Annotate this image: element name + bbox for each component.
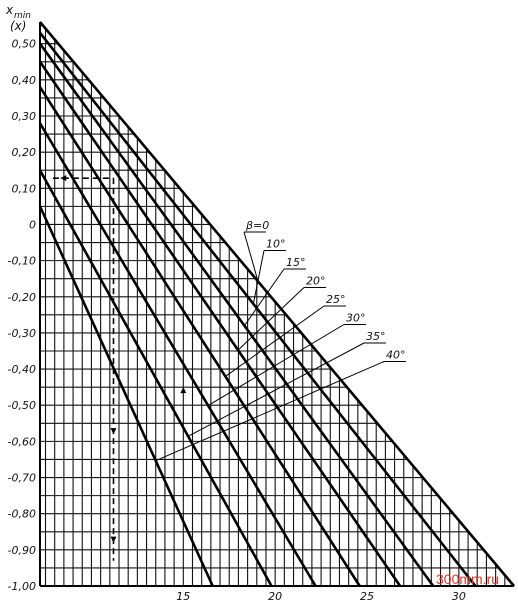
arrow-down-icon [110,536,117,543]
y-axis-title-unit: (x) [10,19,26,33]
y-tick-label: -0,90 [8,544,36,557]
labels: 0,50 0,40 0,30 0,20 0,10 0 -0,10 -0,20 -0,30 -0,4… [8,38,466,603]
y-tick-label: -0,10 [8,255,36,268]
series-label: 20° [306,275,326,288]
axes [39,22,514,587]
series-label-leader [187,342,365,437]
y-tick-label: -0,80 [8,508,36,521]
y-tick-label: 0 [29,218,36,231]
y-tick-label: -0,40 [8,363,36,376]
series-line [38,86,361,587]
y-tick-label: 0,10 [12,182,37,195]
series-label-leader [243,231,259,282]
series-line [38,32,477,587]
y-tick-label: 0,50 [12,38,37,51]
watermark: 300mm.ru [436,571,499,587]
x-tick-label: 25 [360,590,374,603]
x-tick-label: 15 [176,590,190,603]
y-tick-label: -0,30 [8,327,36,340]
series-label: 40° [386,349,406,362]
series-label: 30° [346,312,366,325]
series-line [38,205,214,587]
y-tick-label: -0,20 [8,291,36,304]
x-tick-label: 30 [452,590,466,603]
y-axis-title-subscript: min [14,11,31,21]
series-label-leader [237,287,305,351]
arrow-left-icon [60,175,67,182]
series-label-leader [155,361,385,462]
y-tick-label: -0,70 [8,472,36,485]
y-tick-label: 0,40 [12,74,37,87]
series-label: 35° [366,330,386,343]
series-line [38,61,402,587]
series-label: β=0 [245,219,269,232]
arrow-up-icon [180,387,187,394]
series-line [38,169,273,587]
y-tick-label: -0,50 [8,399,36,412]
series-label: 10° [266,238,286,251]
y-tick-label: 0,20 [12,146,37,159]
y-tick-label: 0,30 [12,110,37,123]
y-axis-title-symbol: x [5,3,14,17]
series-line [38,122,317,587]
annotations [52,175,187,561]
x-tick-label: 20 [268,590,282,603]
series-label-leader [225,305,325,377]
series-label-leader [252,250,265,304]
series-line [39,21,515,587]
series-line [38,42,435,587]
series-label-leader [207,324,345,406]
series-lines [38,21,515,587]
series-label: 15° [286,256,306,269]
series-label-leader [244,268,285,326]
y-tick-label: -1,00 [8,580,36,593]
series-label: 25° [326,293,346,306]
y-tick-label: -0,60 [8,435,36,448]
arrow-down-icon [110,428,117,435]
